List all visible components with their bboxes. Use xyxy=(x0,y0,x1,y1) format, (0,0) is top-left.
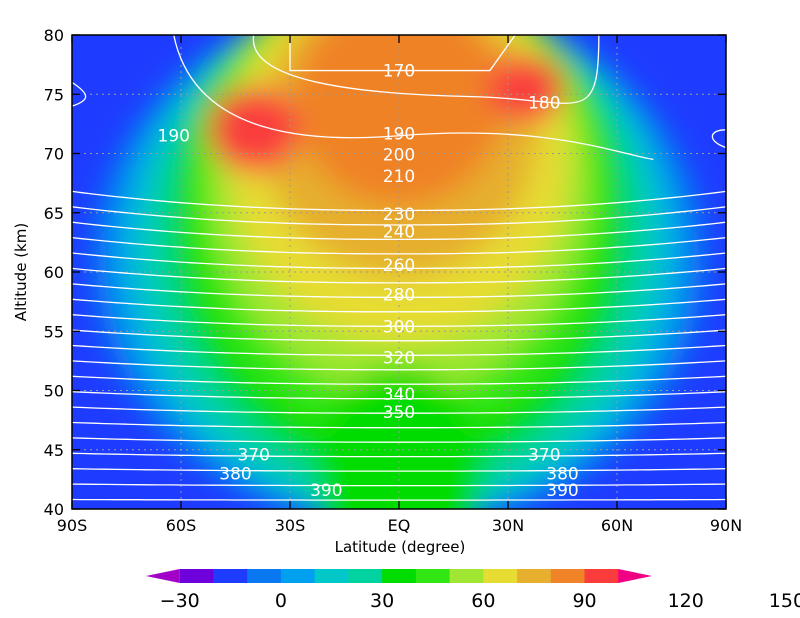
contour-label: 350 xyxy=(383,403,415,423)
x-tick-label: 90S xyxy=(57,516,88,535)
x-tick-label: 60S xyxy=(166,516,197,535)
colorbar-swatch xyxy=(146,569,180,583)
contour-label: 390 xyxy=(310,481,342,501)
colorbar-label: 30 xyxy=(370,590,394,612)
contour-label: 180 xyxy=(528,94,560,114)
x-tick-label: 30N xyxy=(492,516,524,535)
colorbar-swatch xyxy=(550,569,586,583)
y-axis: 40 45 50 55 60 65 70 75 80 xyxy=(44,26,726,519)
contour-line-18 xyxy=(72,221,726,241)
colorbar-swatch xyxy=(483,569,518,583)
y-tick-label: 75 xyxy=(44,85,64,104)
fill-max-south xyxy=(207,87,300,173)
contour-line-20 xyxy=(72,190,726,212)
x-tick-label: 30S xyxy=(275,516,306,535)
contour-label: 210 xyxy=(383,167,415,187)
x-axis-label: Latitude (degree) xyxy=(335,538,466,556)
colorbar-label: 0 xyxy=(275,590,287,612)
y-tick-label: 80 xyxy=(44,26,64,45)
x-tick-label: EQ xyxy=(388,516,411,535)
contour-line-12 xyxy=(72,314,726,327)
contour-label: 320 xyxy=(383,348,415,368)
colorbar-swatch xyxy=(584,569,619,583)
colorbar-label: −30 xyxy=(160,590,200,612)
colorbar-swatch xyxy=(314,569,349,583)
y-tick-label: 50 xyxy=(44,382,64,401)
grid-lines xyxy=(72,35,726,509)
contour-line-0 xyxy=(72,498,726,501)
contour-line-3 xyxy=(72,452,726,458)
contour-label: 170 xyxy=(383,62,415,82)
contour-label: 200 xyxy=(383,146,415,166)
contour-label: 370 xyxy=(237,445,269,465)
contour-line-5 xyxy=(72,421,726,429)
colorbar-swatch xyxy=(213,569,248,583)
colorbar: −30 0 30 60 90 120 150 xyxy=(146,569,800,612)
contour-line-upper-2 xyxy=(252,35,600,104)
contour-line-17 xyxy=(72,236,726,255)
contour-line-13 xyxy=(72,298,726,313)
colorbar-swatch xyxy=(618,569,652,583)
contour-line-upper-0 xyxy=(173,35,654,161)
contour-lines xyxy=(72,35,726,501)
fill-max-north xyxy=(486,55,566,122)
contour-label: 230 xyxy=(383,205,415,225)
x-tick-label: 60N xyxy=(601,516,633,535)
colorbar-swatch xyxy=(348,569,383,583)
colorbar-swatch xyxy=(449,569,484,583)
contour-line-14 xyxy=(72,283,726,299)
contour-label: 380 xyxy=(546,464,578,484)
contour-label: 380 xyxy=(219,464,251,484)
contour-line-4 xyxy=(72,437,726,443)
contour-label: 300 xyxy=(383,318,415,338)
contour-line-6 xyxy=(72,406,726,414)
contour-label: 240 xyxy=(383,223,415,243)
y-tick-label: 45 xyxy=(44,441,64,460)
x-tick-label: 90N xyxy=(710,516,742,535)
contour-label: 280 xyxy=(383,286,415,306)
y-tick-label: 40 xyxy=(44,500,64,519)
contour-line-8 xyxy=(72,375,726,385)
contour-label: 340 xyxy=(383,385,415,405)
y-tick-label: 55 xyxy=(44,322,64,341)
colorbar-label: 150 xyxy=(769,590,800,612)
colorbar-swatch xyxy=(179,569,214,583)
contour-label: 190 xyxy=(383,124,415,144)
contour-label: 190 xyxy=(158,127,190,147)
colorbar-swatch xyxy=(247,569,282,583)
colorbar-label: 90 xyxy=(572,590,596,612)
colorbar-swatch xyxy=(517,569,552,583)
contour-line-16 xyxy=(72,252,726,270)
colorbar-label: 120 xyxy=(668,590,704,612)
contour-line-10 xyxy=(72,344,726,356)
contour-line-upper-3 xyxy=(72,81,87,107)
x-axis: 90S 60S 30S EQ 30N 60N 90N xyxy=(57,35,742,535)
contour-line-9 xyxy=(72,360,726,371)
contour-label: 260 xyxy=(383,256,415,276)
contour-label: 370 xyxy=(528,445,560,465)
contour-line-15 xyxy=(72,267,726,284)
colorbar-swatch xyxy=(280,569,316,583)
contour-line-2 xyxy=(72,468,726,472)
contour-line-upper-4 xyxy=(711,129,726,149)
y-tick-label: 70 xyxy=(44,145,64,164)
contour-line-7 xyxy=(72,391,726,400)
contour-line-19 xyxy=(72,206,726,226)
y-tick-label: 65 xyxy=(44,204,64,223)
y-tick-label: 60 xyxy=(44,263,64,282)
colorbar-label: 60 xyxy=(471,590,495,612)
colorbar-swatch xyxy=(382,569,417,583)
contour-line-1 xyxy=(72,483,726,487)
contour-line-upper-1 xyxy=(289,35,516,72)
contour-line-11 xyxy=(72,329,726,342)
colorbar-swatch xyxy=(415,569,451,583)
contour-label: 390 xyxy=(546,481,578,501)
y-axis-label: Altitude (km) xyxy=(12,223,30,321)
